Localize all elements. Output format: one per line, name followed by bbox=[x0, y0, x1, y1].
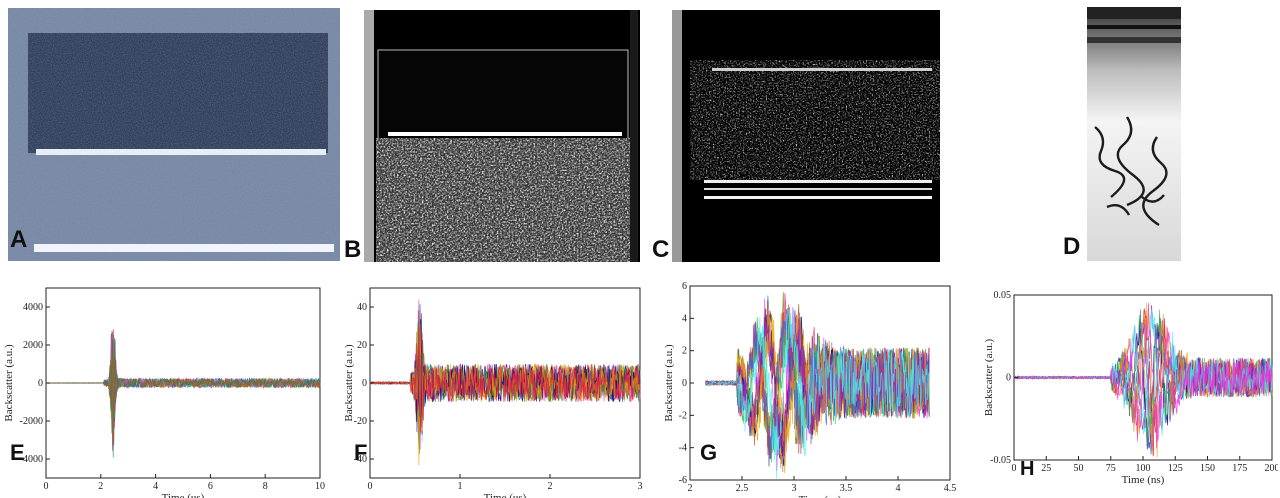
y-tick-label: 6 bbox=[682, 281, 687, 292]
x-axis-label: Time (us) bbox=[162, 492, 205, 498]
y-tick-label: 0.05 bbox=[994, 290, 1012, 301]
ultrasound-image-c-graphic bbox=[672, 10, 940, 262]
y-tick-label: 0 bbox=[362, 378, 367, 389]
x-axis-label: Time (us) bbox=[799, 494, 842, 498]
chart-g: 2 2.5 3 3.5 4 4.5 -6 -4 -2 0 2 4 6 Time (us) Backscatt… bbox=[663, 281, 957, 498]
y-tick-label: -2000 bbox=[20, 416, 43, 427]
x-tick-label: 2 bbox=[688, 483, 693, 494]
series-line bbox=[1013, 309, 1273, 444]
panel-label-c: C bbox=[652, 236, 670, 263]
x-tick-label: 8 bbox=[263, 481, 268, 492]
ultrasound-image-a-graphic bbox=[8, 8, 340, 261]
y-tick-label: -6 bbox=[679, 475, 687, 486]
ultrasound-image-c bbox=[672, 10, 940, 262]
y-tick-label: 0 bbox=[1006, 373, 1011, 384]
series-line bbox=[705, 308, 930, 479]
x-tick-label: 0 bbox=[44, 481, 49, 492]
y-tick-label: -4000 bbox=[20, 454, 43, 465]
x-tick-label: 0 bbox=[1012, 463, 1017, 474]
y-tick-label: 40 bbox=[357, 302, 367, 313]
y-tick-label: -40 bbox=[354, 454, 367, 465]
chart-f: 0 1 2 3 -40 -20 0 20 40 Time (us) Backscatter (a.u… bbox=[343, 287, 643, 498]
x-tick-label: 100 bbox=[1136, 463, 1151, 474]
panel-label-g: G bbox=[700, 440, 717, 465]
x-tick-label: 175 bbox=[1232, 463, 1247, 474]
x-tick-label: 3.5 bbox=[840, 483, 853, 494]
x-axis-label: Time (ns) bbox=[1122, 474, 1165, 486]
ultrasound-image-b bbox=[364, 10, 640, 262]
x-tick-label: 2 bbox=[98, 481, 103, 492]
x-tick-label: 10 bbox=[315, 481, 325, 492]
y-tick-label: 0 bbox=[682, 378, 687, 389]
y-axis-label: Backscatter (a.u.) bbox=[983, 339, 995, 417]
y-tick-label: -0.05 bbox=[990, 455, 1011, 466]
y-tick-label: 2 bbox=[682, 346, 687, 357]
ultrasound-image-b-graphic bbox=[364, 10, 640, 262]
y-tick-label: 4000 bbox=[23, 302, 43, 313]
y-tick-label: 2000 bbox=[23, 340, 43, 351]
x-tick-label: 1 bbox=[458, 481, 463, 492]
series-line bbox=[45, 330, 321, 446]
x-tick-label: 4 bbox=[153, 481, 158, 492]
microscopy-image-d bbox=[1087, 7, 1181, 261]
x-tick-label: 4.5 bbox=[944, 483, 957, 494]
y-tick-label: -20 bbox=[354, 416, 367, 427]
x-axis-label: Time (us) bbox=[484, 492, 527, 498]
x-tick-label: 200 bbox=[1265, 463, 1279, 474]
x-tick-label: 150 bbox=[1200, 463, 1215, 474]
y-tick-label: -2 bbox=[679, 410, 687, 421]
chart-e: 0 2 4 6 8 10 -4000 -2000 0 2000 4000 Time (us) Backs… bbox=[3, 287, 325, 498]
series-line bbox=[369, 323, 641, 433]
x-tick-label: 3 bbox=[638, 481, 643, 492]
x-tick-label: 2 bbox=[548, 481, 553, 492]
x-tick-label: 25 bbox=[1041, 463, 1051, 474]
y-axis-label: Backscatter (a.u.) bbox=[663, 344, 675, 422]
panel-label-b: B bbox=[344, 236, 362, 263]
x-tick-label: 4 bbox=[896, 483, 901, 494]
microscopy-image-d-graphic bbox=[1087, 7, 1181, 261]
panel-label-a: A bbox=[10, 226, 28, 253]
y-tick-label: -4 bbox=[679, 443, 687, 454]
series-line bbox=[1013, 302, 1273, 449]
y-axis-label: Backscatter (a.u.) bbox=[343, 344, 355, 422]
panel-label-h: H bbox=[1020, 458, 1034, 480]
x-tick-label: 0 bbox=[368, 481, 373, 492]
x-tick-label: 75 bbox=[1106, 463, 1116, 474]
ultrasound-image-a bbox=[8, 8, 340, 261]
y-tick-label: 20 bbox=[357, 340, 367, 351]
x-tick-label: 3 bbox=[792, 483, 797, 494]
panel-label-d: D bbox=[1063, 233, 1081, 260]
y-tick-label: 0 bbox=[38, 378, 43, 389]
panel-label-e: E bbox=[10, 440, 25, 465]
x-tick-label: 50 bbox=[1074, 463, 1084, 474]
y-tick-label: 4 bbox=[682, 313, 687, 324]
x-tick-label: 2.5 bbox=[736, 483, 749, 494]
y-axis-label: Backscatter (a.u.) bbox=[3, 344, 15, 422]
x-tick-label: 6 bbox=[208, 481, 213, 492]
x-tick-label: 125 bbox=[1168, 463, 1183, 474]
panel-label-f: F bbox=[354, 440, 367, 465]
